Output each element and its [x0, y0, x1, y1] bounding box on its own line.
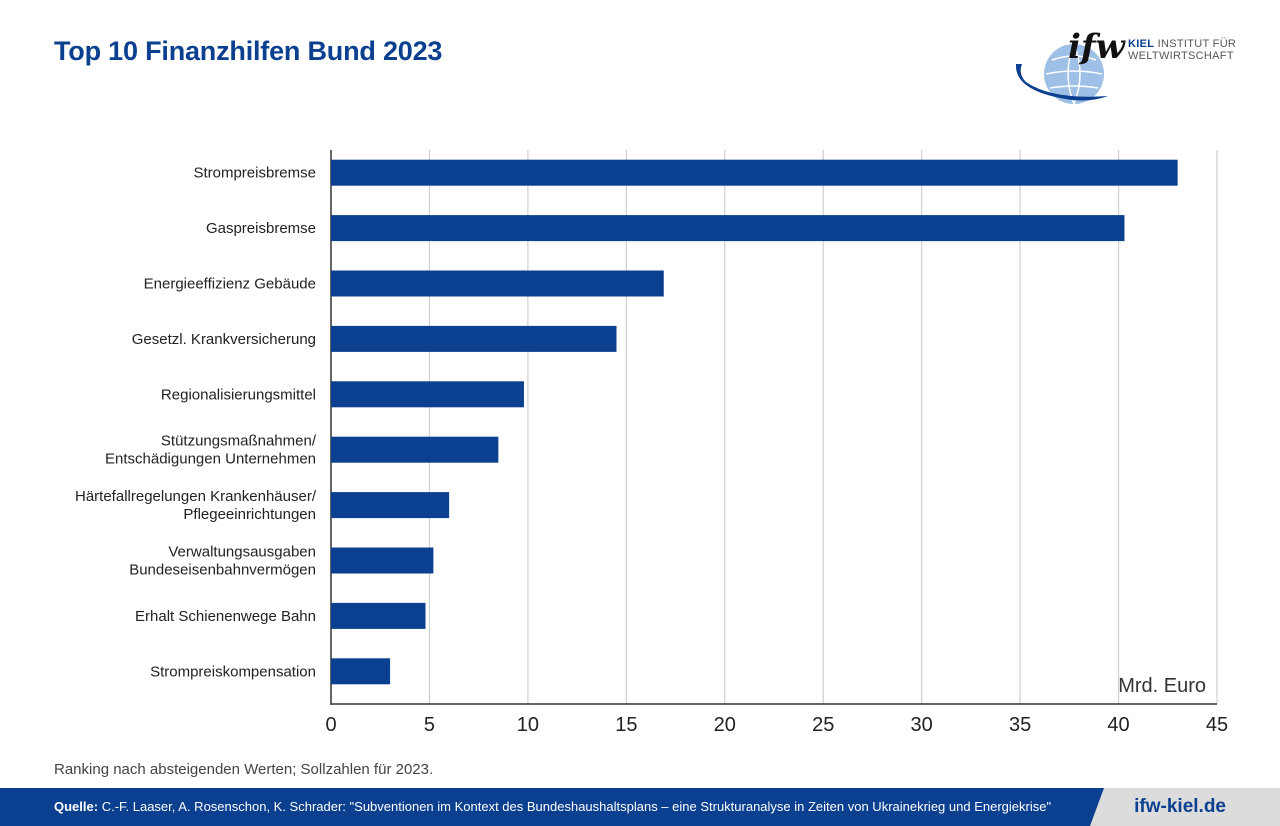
bar: [331, 270, 664, 297]
footer-site-panel: [1090, 788, 1280, 826]
bar: [331, 436, 499, 463]
x-tick-label: 25: [812, 714, 834, 736]
category-label: Bundeseisenbahnvermögen: [129, 562, 316, 579]
category-label: Energieeffizienz Gebäude: [144, 276, 316, 293]
category-label: Entschädigungen Unternehmen: [105, 451, 316, 468]
source-citation: Quelle: C.-F. Laaser, A. Rosenschon, K. …: [54, 799, 1052, 814]
category-label: Strompreiskompensation: [150, 663, 316, 680]
bar: [331, 215, 1125, 242]
logo-mark: ifw: [1068, 27, 1127, 67]
bar: [331, 381, 524, 408]
x-tick-label: 20: [714, 714, 736, 736]
bar: [331, 159, 1178, 186]
bar: [331, 602, 426, 629]
x-tick-label: 0: [325, 714, 336, 736]
bar: [331, 658, 391, 685]
logo-text: KIEL INSTITUT FÜR WELTWIRTSCHAFT: [1128, 38, 1237, 62]
x-tick-label: 5: [424, 714, 435, 736]
x-tick-label: 30: [911, 714, 933, 736]
bar: [331, 492, 450, 519]
category-label: Stützungsmaßnahmen/: [161, 433, 317, 450]
x-tick-label: 40: [1107, 714, 1129, 736]
bar: [331, 325, 617, 352]
category-label: Pflegeeinrichtungen: [183, 506, 316, 523]
category-label: Verwaltungsausgaben: [168, 544, 316, 561]
category-label: Gesetzl. Krankversicherung: [132, 331, 316, 348]
x-tick-label: 45: [1206, 714, 1228, 736]
globe-logo-icon: ifw: [1015, 27, 1127, 105]
category-label: Erhalt Schienenwege Bahn: [135, 608, 316, 625]
category-label: Regionalisierungsmittel: [161, 386, 316, 403]
bar-chart: 0 5 10 15 20 25 30 35 40 45 Strompreisbremse Gaspre…: [75, 150, 1228, 736]
x-tick-label: 15: [615, 714, 637, 736]
x-tick-label: 10: [517, 714, 539, 736]
category-label: Gaspreisbremse: [206, 220, 316, 237]
page-title: Top 10 Finanzhilfen Bund 2023: [54, 36, 443, 66]
category-label: Härtefallregelungen Krankenhäuser/: [75, 488, 317, 505]
bar: [331, 547, 434, 574]
unit-label: Mrd. Euro: [1118, 675, 1206, 697]
footnote: Ranking nach absteigenden Werten; Sollza…: [54, 761, 434, 778]
x-tick-label: 35: [1009, 714, 1031, 736]
site-link[interactable]: ifw-kiel.de: [1134, 796, 1226, 817]
category-label: Strompreisbremse: [193, 165, 316, 182]
footer-bar: Quelle: C.-F. Laaser, A. Rosenschon, K. …: [0, 788, 1280, 826]
